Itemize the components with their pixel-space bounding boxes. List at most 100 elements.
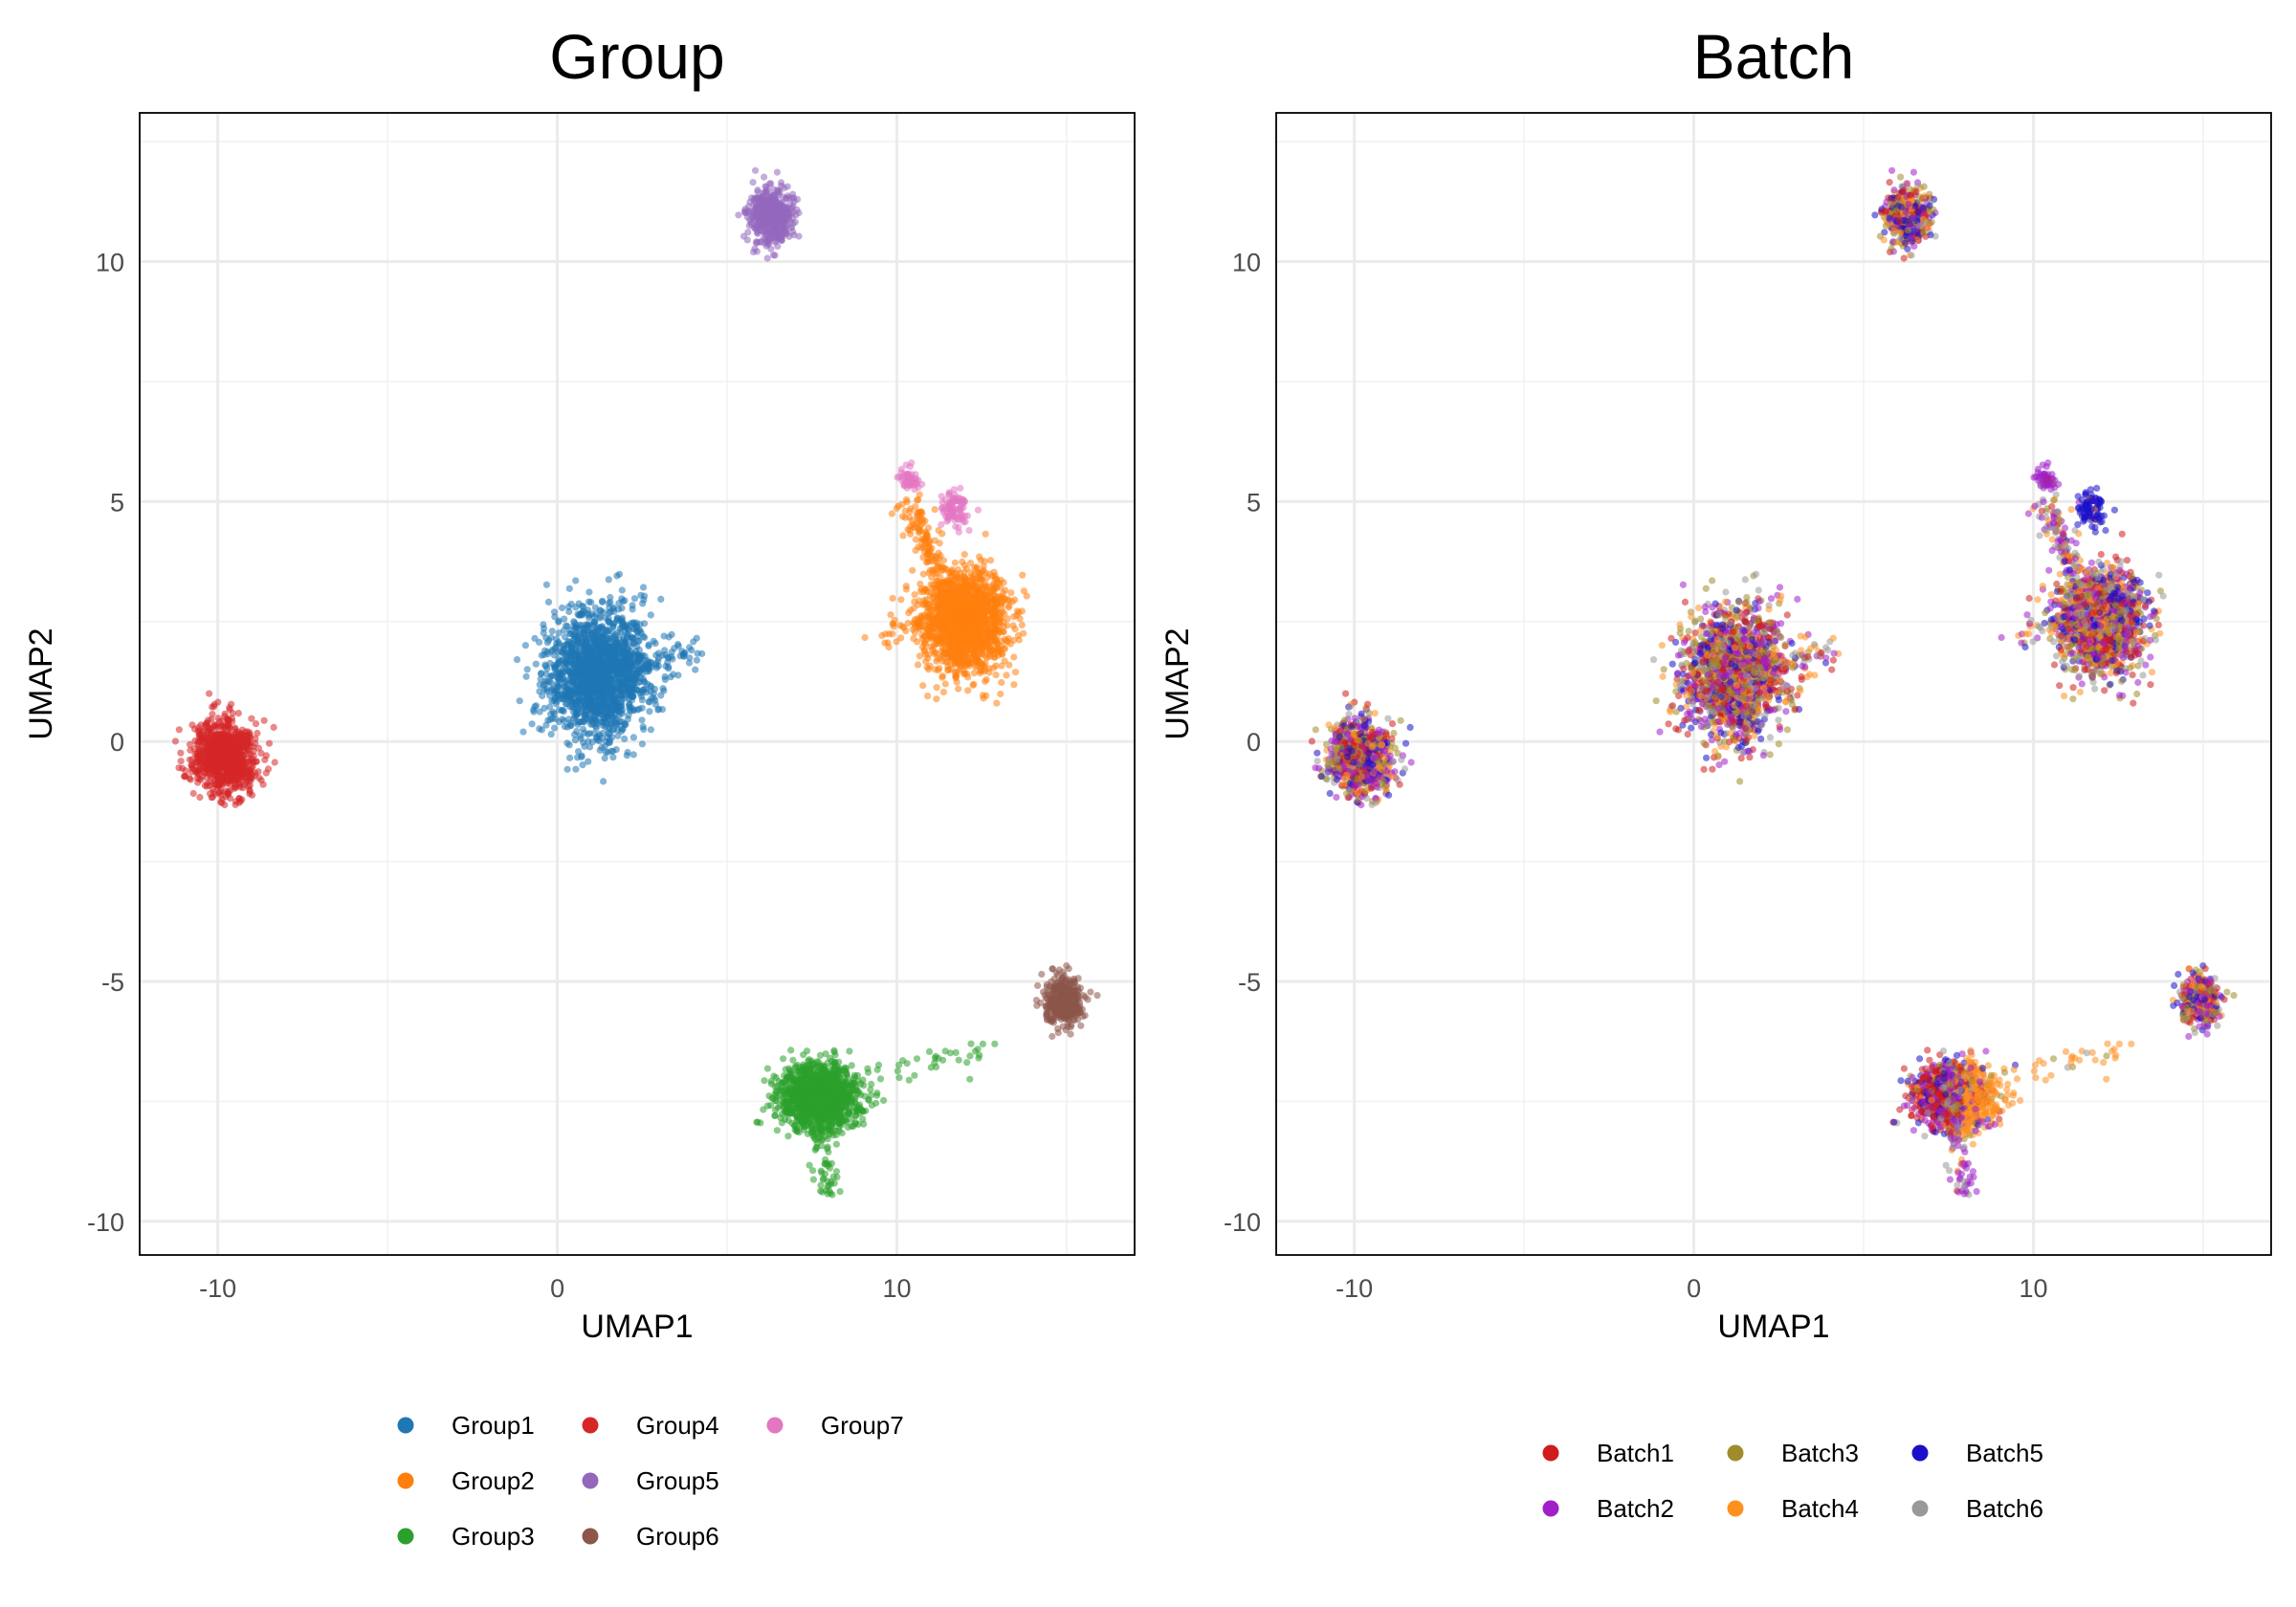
data-point: [694, 649, 701, 657]
data-point: [540, 621, 547, 628]
data-point: [250, 747, 257, 755]
data-point: [919, 682, 927, 690]
data-point: [619, 598, 627, 605]
data-point: [905, 1076, 913, 1084]
data-point: [210, 703, 218, 711]
data-point: [1065, 965, 1072, 973]
data-point: [754, 1118, 762, 1126]
data-point: [521, 642, 530, 649]
data-point: [1007, 589, 1015, 597]
data-point: [530, 708, 538, 715]
data-point: [895, 1074, 903, 1082]
data-point: [919, 554, 927, 561]
data-point: [566, 754, 574, 761]
data-point: [1003, 671, 1010, 679]
data-point: [752, 166, 760, 174]
data-point: [685, 659, 694, 667]
data-point: [565, 584, 573, 592]
data-point: [939, 1056, 947, 1064]
points-layer: [171, 166, 1101, 1199]
data-point: [196, 793, 204, 802]
data-point: [265, 739, 274, 747]
data-point: [224, 721, 232, 730]
data-point: [782, 1066, 789, 1073]
data-point: [647, 726, 655, 734]
data-point: [561, 723, 569, 731]
data-point: [522, 672, 530, 680]
data-point: [951, 559, 960, 566]
data-point: [960, 551, 968, 559]
data-point: [889, 594, 896, 603]
data-point: [888, 510, 896, 517]
data-point: [784, 1133, 792, 1140]
data-point: [912, 546, 919, 555]
data-point: [991, 1040, 999, 1047]
data-point: [809, 1176, 818, 1183]
data-point: [536, 708, 543, 715]
data-point: [970, 670, 978, 677]
data-point: [541, 647, 549, 654]
data-point: [171, 737, 179, 745]
data-point: [516, 697, 523, 705]
data-point: [563, 765, 571, 773]
data-point: [600, 778, 607, 785]
data-point: [836, 1188, 844, 1196]
data-point: [887, 611, 894, 619]
data-point: [993, 699, 1001, 707]
data-point: [938, 672, 947, 680]
data-point: [897, 596, 905, 604]
data-point: [919, 570, 927, 578]
data-point: [615, 570, 624, 578]
data-point: [629, 751, 637, 759]
data-point: [965, 526, 973, 535]
data-point: [546, 703, 554, 711]
data-point: [547, 731, 555, 738]
data-point: [784, 183, 791, 190]
data-point: [175, 726, 183, 734]
data-point: [175, 764, 183, 772]
data-point: [639, 583, 648, 591]
data-point: [979, 1040, 986, 1047]
data-point: [563, 739, 571, 747]
data-point: [559, 604, 566, 612]
plot-title: Group: [549, 21, 724, 92]
data-point: [832, 1140, 841, 1148]
data-point: [914, 661, 922, 669]
data-point: [693, 656, 701, 664]
data-point: [259, 781, 267, 788]
data-point: [830, 1179, 838, 1187]
data-point: [647, 611, 654, 619]
data-point: [209, 711, 216, 718]
data-point: [998, 678, 1005, 687]
data-point: [1093, 992, 1101, 1000]
data-point: [909, 566, 916, 574]
data-point: [189, 789, 197, 798]
data-point: [640, 725, 648, 734]
data-point: [787, 1046, 795, 1054]
data-point: [928, 573, 936, 582]
data-point: [913, 1055, 921, 1063]
data-point: [912, 536, 919, 543]
data-point: [585, 598, 593, 605]
data-point: [872, 1091, 881, 1099]
data-point: [1001, 657, 1008, 665]
data-point: [228, 700, 235, 708]
data-point: [204, 780, 211, 787]
data-point: [992, 671, 1000, 679]
data-point: [924, 693, 932, 700]
data-point: [646, 708, 653, 715]
data-point: [590, 619, 598, 627]
data-point: [579, 761, 586, 769]
data-point: [623, 752, 631, 759]
data-point: [873, 1066, 881, 1073]
data-point: [177, 749, 185, 757]
data-point: [986, 557, 995, 564]
data-point: [661, 675, 670, 684]
data-point: [605, 576, 612, 583]
data-point: [964, 687, 972, 694]
data-point: [665, 663, 673, 671]
data-point: [605, 618, 613, 626]
data-point: [673, 641, 682, 649]
data-point: [629, 734, 638, 741]
